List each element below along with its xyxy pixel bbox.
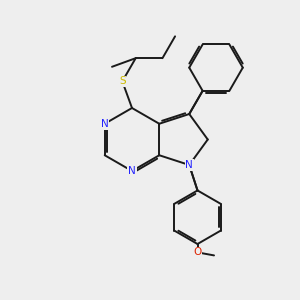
Text: N: N bbox=[185, 160, 193, 170]
Text: O: O bbox=[194, 248, 202, 257]
Text: N: N bbox=[101, 119, 109, 129]
Text: S: S bbox=[119, 76, 126, 86]
Text: N: N bbox=[128, 166, 136, 176]
